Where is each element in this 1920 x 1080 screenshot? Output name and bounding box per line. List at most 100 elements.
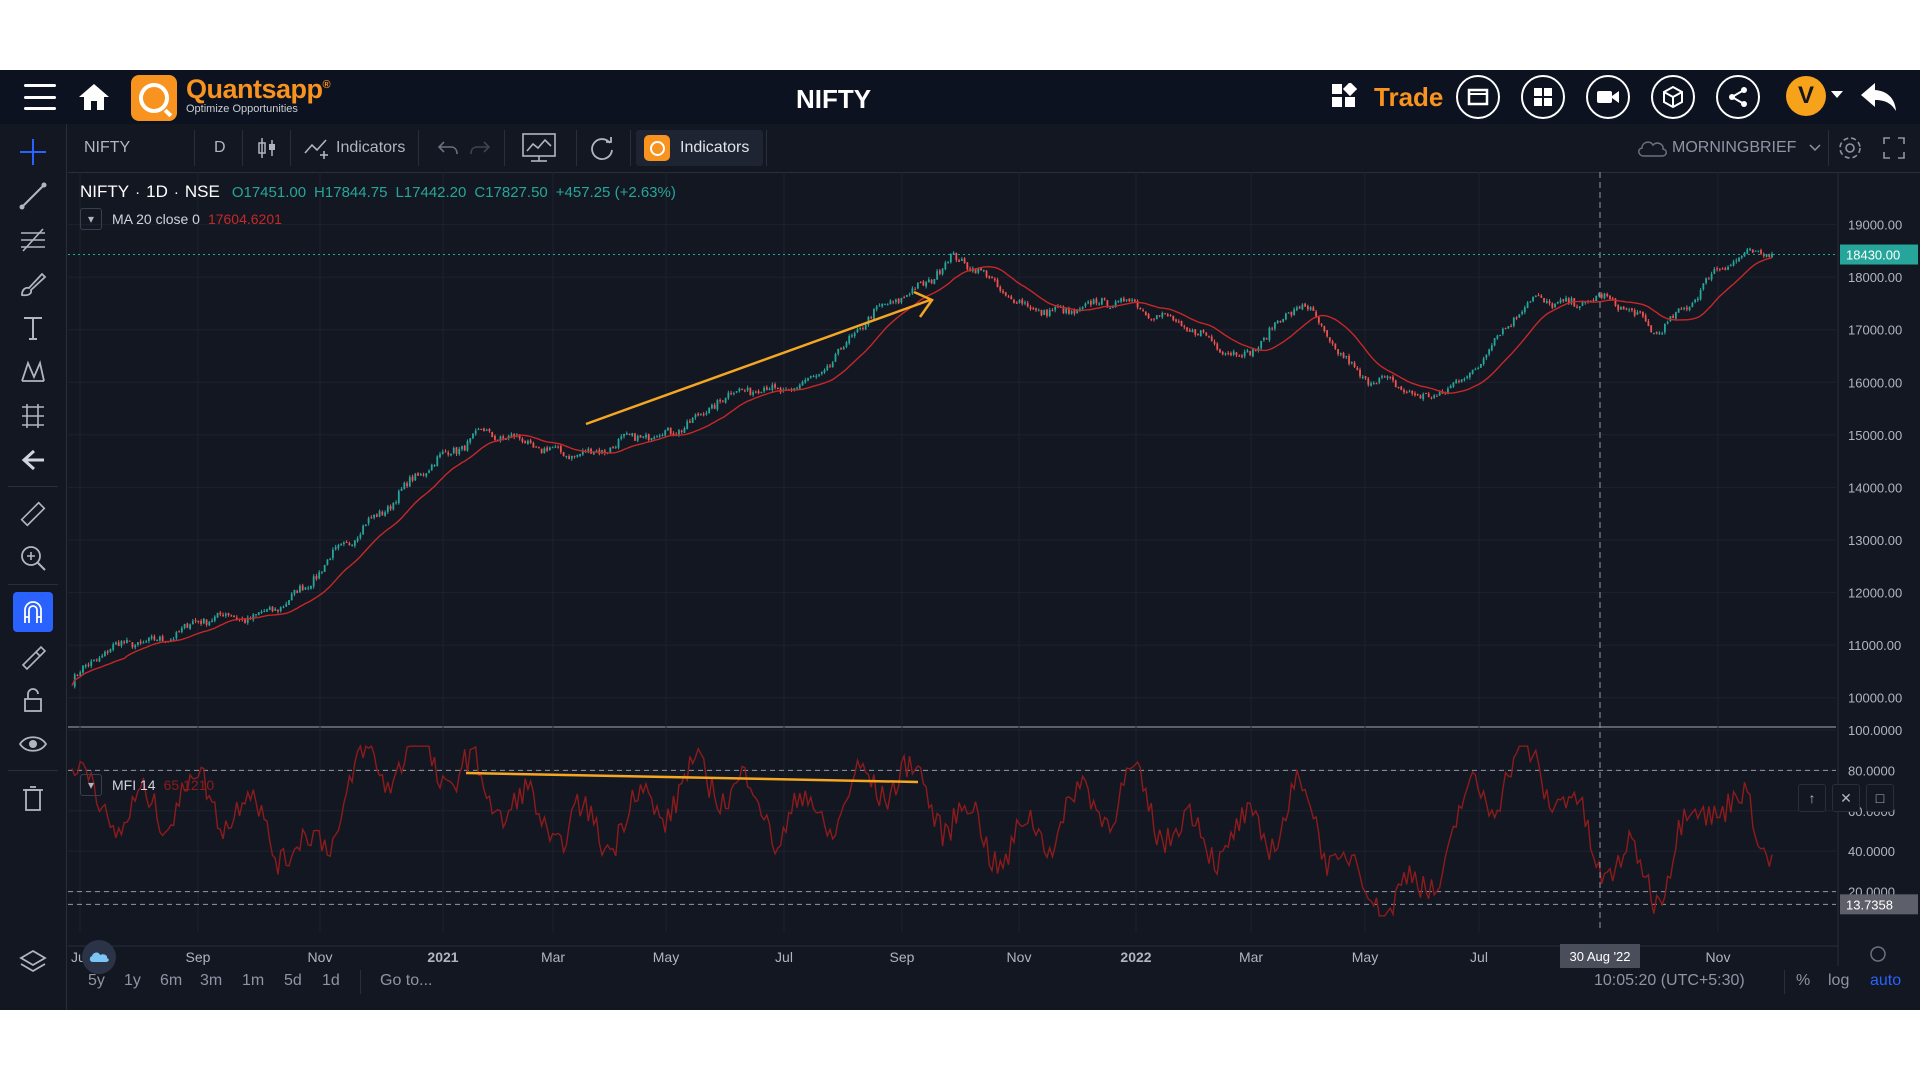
candle-body [1304,303,1307,307]
layout-button[interactable] [1521,75,1565,119]
candle-body [109,649,112,652]
settings-gear-icon[interactable] [1836,124,1864,172]
candle-body [543,448,546,454]
range-1m[interactable]: 1m [242,972,265,989]
range-5d[interactable]: 5d [284,972,302,989]
home-icon[interactable] [76,80,112,114]
candle-body [189,624,191,629]
trade-link[interactable]: Trade [1374,82,1444,112]
trend-line-icon[interactable] [13,176,53,216]
candle-body [1762,254,1765,257]
candle-body [1677,308,1680,313]
package-button[interactable] [1651,75,1695,119]
candle-body [95,659,98,661]
candle-body [433,465,436,467]
redo-icon[interactable] [470,124,490,172]
candle-body [1348,355,1350,364]
candle-body [999,286,1002,291]
arrow-left-icon[interactable] [13,440,53,480]
range-5y[interactable]: 5y [88,972,105,989]
symbol-search[interactable]: NIFTY [84,139,131,156]
candle-body [1617,305,1620,311]
candle-body [1372,382,1375,384]
candle-body [623,434,625,437]
cloud-badge-icon[interactable] [82,940,116,974]
move-pane-up-icon[interactable]: ↑ [1798,784,1826,812]
candle-body [900,297,903,303]
log-toggle[interactable]: log [1828,972,1850,989]
candle-body [326,559,329,565]
candle-body [933,279,936,285]
prediction-tool-icon[interactable] [13,396,53,436]
undo-icon[interactable] [438,124,458,172]
sidebar-divider [8,486,58,487]
candle-body [1271,328,1274,330]
clock[interactable]: 10:05:20 (UTC+5:30) [1594,972,1745,989]
range-3m[interactable]: 3m [200,972,223,989]
candle-body [1639,311,1642,313]
trend-line-price [585,298,931,426]
snapshot-icon[interactable] [520,124,558,172]
candle-body [634,433,636,441]
candle-body [202,618,205,624]
close-pane-icon[interactable]: ✕ [1832,784,1860,812]
eye-icon[interactable] [13,724,53,764]
brush-icon[interactable] [13,264,53,304]
candle-style-icon[interactable] [256,124,278,172]
chart-canvas[interactable]: 19000.00 18000.00 17000.00 16000.00 15000.00… [68,172,1920,1010]
fib-tool-icon[interactable] [13,220,53,260]
candle-body [1702,283,1705,290]
caret-down-icon[interactable] [1830,88,1844,102]
fullscreen-icon[interactable] [1882,124,1906,172]
collapse-legend-icon[interactable]: ▾ [80,208,102,230]
quantsapp-indicators-button[interactable]: Indicators [636,130,764,166]
maximize-pane-icon[interactable]: □ [1866,784,1894,812]
magnet-icon[interactable] [13,592,53,632]
video-button[interactable] [1586,75,1630,119]
share-button[interactable] [1716,75,1760,119]
candle-body [1499,334,1502,336]
candle-body [252,614,255,620]
range-1d[interactable]: 1d [322,972,340,989]
candle-body [1191,330,1194,333]
trash-icon[interactable] [13,778,53,818]
indicators-button[interactable]: Indicators [304,124,405,172]
pattern-tool-icon[interactable] [13,352,53,392]
candle-body [172,639,175,641]
layers-icon[interactable] [13,942,53,982]
goto-date[interactable]: Go to... [380,972,433,989]
candle-body [1636,312,1639,315]
crosshair-icon[interactable] [13,132,53,172]
layout-menu[interactable]: MORNINGBRIEF [1636,124,1822,172]
text-tool-icon[interactable] [13,308,53,348]
apps-grid-icon[interactable] [1330,82,1358,110]
candle-body [1707,278,1710,280]
interval-selector[interactable]: D [214,139,226,156]
candle-body [153,636,156,640]
refresh-icon[interactable] [588,124,616,172]
candle-body [1666,322,1669,324]
candle-body [1570,298,1573,304]
lock-drawing-icon[interactable] [13,636,53,676]
window-button[interactable] [1456,75,1500,119]
lock-icon[interactable] [13,680,53,720]
collapse-mfi-legend-icon[interactable]: ▾ [80,774,102,796]
price-tick-label: 13000.00 [1848,533,1902,548]
quantsapp-logo-icon[interactable] [131,75,177,121]
mfi-label: MFI 14 [112,777,156,793]
range-6m[interactable]: 6m [160,972,183,989]
user-avatar[interactable]: V [1786,76,1826,116]
range-1y[interactable]: 1y [124,972,141,989]
time-axis-settings-icon[interactable] [1870,946,1886,962]
candle-body [131,642,134,648]
auto-toggle[interactable]: auto [1870,972,1902,989]
candle-body [1111,307,1114,309]
chart-area[interactable]: 19000.00 18000.00 17000.00 16000.00 15000.00… [68,172,1920,1010]
zoom-in-icon[interactable] [13,538,53,578]
percent-toggle[interactable]: % [1796,972,1811,989]
candle-body [837,348,840,354]
ruler-icon[interactable] [13,494,53,534]
back-arrow-icon[interactable] [1858,78,1900,116]
hamburger-menu-icon[interactable] [22,84,58,110]
legend-timeframe: 1D [146,182,168,201]
